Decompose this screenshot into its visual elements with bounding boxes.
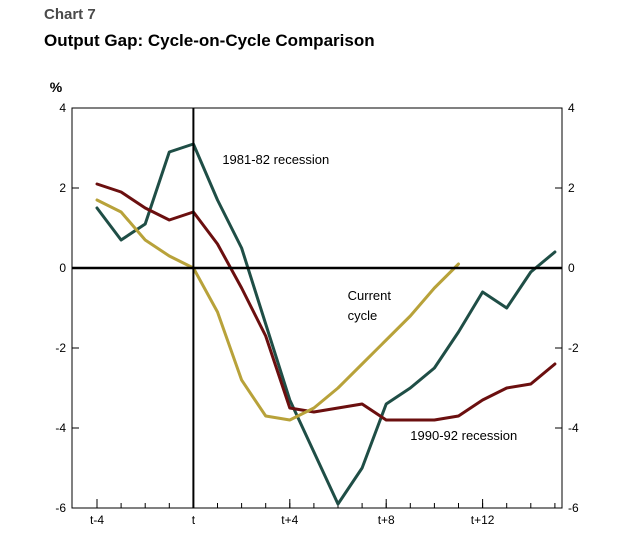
y-tick-label-left: 4 [59, 101, 66, 115]
x-tick-label: t+8 [378, 513, 395, 527]
y-tick-label-right: 2 [568, 181, 575, 195]
series-annotation: cycle [348, 308, 378, 323]
x-tick-label: t [192, 513, 196, 527]
y-tick-label-right: -4 [568, 421, 579, 435]
plot-frame [71, 107, 563, 509]
x-tick-label: t-4 [90, 513, 104, 527]
chart-number-label: Chart 7 [44, 6, 96, 23]
y-tick-label-left: -6 [55, 501, 66, 515]
series-line-3 [95, 198, 460, 422]
y-tick-label-left: 0 [59, 261, 66, 275]
y-tick-label-right: -6 [568, 501, 579, 515]
y-tick-label-right: 4 [568, 101, 575, 115]
y-tick-label-left: 2 [59, 181, 66, 195]
y-tick-label-right: -2 [568, 341, 579, 355]
series-annotation: 1981-82 recession [222, 152, 329, 167]
series-annotation: 1990-92 recession [410, 428, 517, 443]
y-tick-label-right: 0 [568, 261, 575, 275]
y-unit-label: % [50, 79, 63, 95]
y-tick-label-left: -2 [55, 341, 66, 355]
series-annotation: Current [348, 288, 392, 303]
series-line-2 [95, 182, 557, 422]
x-tick-label: t+4 [281, 513, 298, 527]
chart-title: Output Gap: Cycle-on-Cycle Comparison [44, 31, 375, 50]
y-tick-label-left: -4 [55, 421, 66, 435]
x-tick-label: t+12 [471, 513, 495, 527]
series-line-1 [95, 142, 557, 506]
